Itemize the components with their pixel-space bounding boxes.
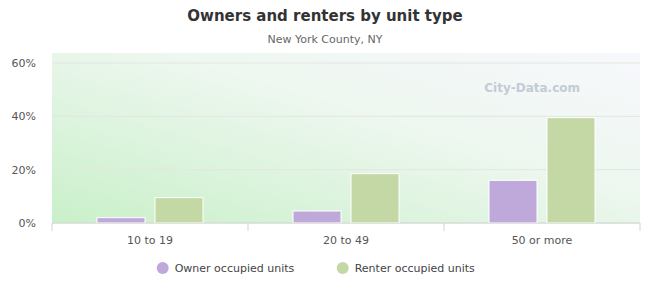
x-tick <box>52 223 53 231</box>
grid-line <box>52 63 640 64</box>
y-tick-label: 40% <box>12 110 36 123</box>
x-tick <box>640 223 641 231</box>
y-tick-label: 60% <box>12 57 36 70</box>
legend-swatch <box>337 262 349 274</box>
y-tick-label: 20% <box>12 164 36 177</box>
title: Owners and renters by unit type <box>187 7 462 25</box>
plot-background <box>52 53 640 223</box>
legend-swatch <box>157 262 169 274</box>
bar <box>351 174 399 223</box>
bars <box>97 118 595 223</box>
x-tick <box>444 223 445 231</box>
bar <box>293 211 341 223</box>
grid-line <box>52 116 640 117</box>
bar <box>547 118 595 223</box>
legend-label: Owner occupied units <box>175 262 295 275</box>
bar <box>489 180 537 223</box>
y-tick-label: 0% <box>19 217 36 230</box>
chart-svg: Owners and renters by unit type New York … <box>0 0 650 300</box>
watermark: City-Data.com <box>484 81 580 95</box>
bar <box>97 218 145 223</box>
bar <box>155 198 203 223</box>
subtitle: New York County, NY <box>268 33 383 46</box>
x-tick-label: 50 or more <box>512 234 573 247</box>
legend-label: Renter occupied units <box>355 262 475 275</box>
chart-container: Owners and renters by unit type New York … <box>0 0 650 300</box>
x-tick-label: 10 to 19 <box>127 234 173 247</box>
x-tick <box>248 223 249 231</box>
x-tick-label: 20 to 49 <box>323 234 369 247</box>
